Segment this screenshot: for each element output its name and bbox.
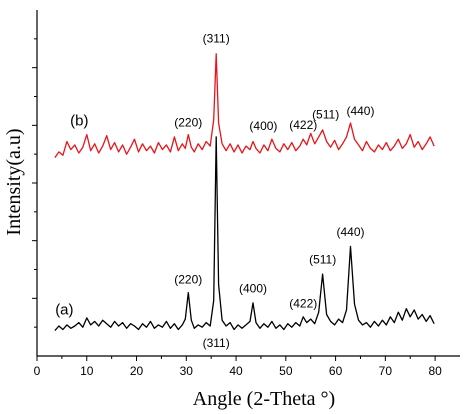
x-tick-label: 80 — [428, 364, 442, 378]
peak-label: (400) — [239, 282, 267, 296]
peak-label: (311) — [203, 336, 230, 350]
x-tick-label: 30 — [180, 364, 194, 378]
peak-label: (311) — [203, 31, 230, 45]
series-label: (a) — [55, 301, 73, 318]
peak-label: (511) — [309, 253, 336, 267]
peak-label: (440) — [337, 225, 365, 239]
series-layer — [54, 53, 435, 332]
peak-label: (440) — [346, 104, 374, 118]
x-tick-label: 70 — [379, 364, 393, 378]
annotation-layer: (a)(b)(220)(311)(400)(422)(511)(440)(311… — [55, 31, 374, 349]
series-line-b — [54, 53, 435, 158]
x-tick-label: 10 — [80, 364, 94, 378]
axes: 0 10 20 30 40 50 60 70 80 — [32, 10, 460, 378]
x-tick-label: 60 — [329, 364, 343, 378]
x-axis-title: Angle (2-Theta °) — [193, 388, 335, 410]
peak-label: (220) — [174, 115, 202, 129]
series-line-a — [54, 136, 435, 332]
x-tick-label: 0 — [34, 364, 41, 378]
peak-label: (220) — [174, 272, 202, 286]
peak-label: (422) — [289, 297, 317, 311]
y-axis-title: Intensity(a.u) — [3, 128, 25, 235]
x-tick-label: 20 — [130, 364, 144, 378]
series-label: (b) — [70, 112, 88, 129]
peak-label: (511) — [312, 107, 339, 121]
x-tick-label: 40 — [229, 364, 243, 378]
x-tick-label: 50 — [279, 364, 293, 378]
peak-label: (400) — [249, 119, 277, 133]
peak-label: (422) — [289, 118, 317, 132]
